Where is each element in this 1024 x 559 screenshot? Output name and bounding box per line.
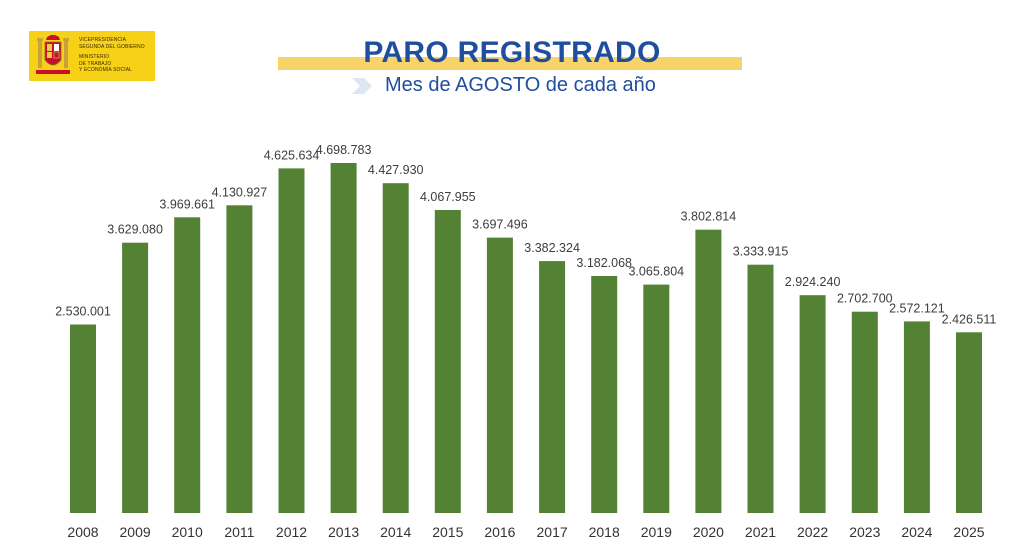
- bar-2022: [799, 295, 826, 513]
- x-tick-label-2022: 2022: [797, 524, 828, 540]
- data-label-2021: 3.333.915: [733, 245, 789, 259]
- bar-2021: [747, 264, 774, 513]
- x-tick-label-2012: 2012: [276, 524, 307, 540]
- logo-line: Y ECONOMÍA SOCIAL: [79, 67, 133, 74]
- data-label-2009: 3.629.080: [107, 223, 163, 237]
- logo-line: DE TRABAJO: [79, 60, 112, 67]
- page-title: PARO REGISTRADO: [363, 36, 661, 69]
- bar-2015: [434, 210, 461, 513]
- data-label-2025: 2.426.511: [942, 312, 997, 326]
- x-tick-label-2008: 2008: [67, 524, 98, 540]
- x-tick-label-2014: 2014: [380, 524, 411, 540]
- coat-of-arms-icon: [36, 35, 70, 74]
- x-tick-label-2015: 2015: [432, 524, 463, 540]
- x-tick-label-2023: 2023: [849, 524, 880, 540]
- data-label-2016: 3.697.496: [472, 218, 528, 232]
- data-label-2011: 4.130.927: [212, 185, 268, 199]
- title-highlight-band: [278, 57, 742, 70]
- bar-2013: [330, 163, 357, 513]
- bar-2018: [591, 276, 618, 513]
- bar-2025: [956, 332, 982, 513]
- x-tick-label-2011: 2011: [224, 524, 254, 540]
- bar-2016: [486, 237, 513, 513]
- data-label-2015: 4.067.955: [420, 190, 476, 204]
- data-label-2013: 4.698.783: [316, 143, 372, 157]
- bar-2024: [903, 321, 930, 513]
- data-label-2008: 2.530.001: [55, 305, 111, 319]
- x-tick-label-2020: 2020: [693, 524, 724, 540]
- bar-2009: [122, 242, 149, 513]
- x-tick-label-2025: 2025: [953, 524, 984, 540]
- bar-2011: [226, 205, 253, 514]
- bar-series: [70, 163, 982, 514]
- bar-2023: [851, 311, 878, 513]
- x-tick-label-2016: 2016: [484, 524, 515, 540]
- data-label-2020: 3.802.814: [681, 210, 737, 224]
- x-tick-label-2018: 2018: [589, 524, 620, 540]
- logo-text: VICEPRESIDENCIA SEGUNDA DEL GOBIERNO MIN…: [79, 38, 145, 74]
- data-label-2017: 3.382.324: [524, 241, 580, 255]
- x-tick-label-2017: 2017: [537, 524, 568, 540]
- data-label-2022: 2.924.240: [785, 275, 841, 289]
- bar-2010: [174, 217, 201, 514]
- page-subtitle: Mes de AGOSTO de cada año: [385, 74, 656, 96]
- data-label-2012: 4.625.634: [264, 148, 320, 162]
- x-tick-label-2013: 2013: [328, 524, 359, 540]
- data-label-2024: 2.572.121: [889, 301, 945, 315]
- logo-line: SEGUNDA DEL GOBIERNO: [79, 43, 145, 50]
- x-tick-label-2024: 2024: [901, 524, 932, 540]
- data-label-2023: 2.702.700: [837, 292, 893, 306]
- bar-2012: [278, 168, 305, 513]
- bar-2019: [643, 284, 670, 513]
- ministry-logo: VICEPRESIDENCIA SEGUNDA DEL GOBIERNO MIN…: [29, 31, 155, 81]
- bar-2020: [695, 229, 722, 513]
- x-tick-label-2010: 2010: [172, 524, 203, 540]
- bar-2014: [382, 183, 409, 513]
- x-tick-label-2009: 2009: [120, 524, 151, 540]
- chevron-right-icon: [352, 78, 372, 94]
- logo-line: VICEPRESIDENCIA: [79, 37, 127, 44]
- x-tick-label-2019: 2019: [641, 524, 672, 540]
- x-axis-tick-labels: 2008 2009 2010 2011 2012 2013 2014 2015 2016 2017…: [67, 524, 984, 540]
- data-label-2018: 3.182.068: [576, 256, 632, 270]
- x-tick-label-2021: 2021: [745, 524, 776, 540]
- data-label-2014: 4.427.930: [368, 163, 424, 177]
- data-label-2019: 3.065.804: [628, 265, 684, 279]
- logo-line: MINISTERIO: [79, 54, 110, 61]
- data-label-2010: 3.969.661: [159, 197, 215, 211]
- bar-2017: [539, 261, 566, 513]
- bar-2008: [70, 324, 96, 513]
